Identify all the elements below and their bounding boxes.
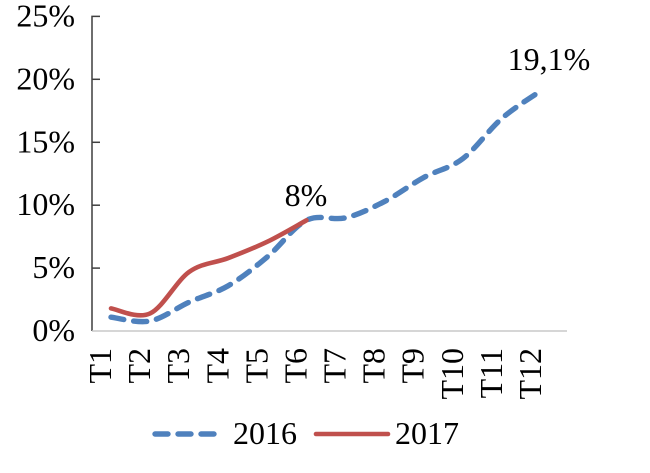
svg-text:T8: T8 xyxy=(356,348,392,384)
svg-text:20%: 20% xyxy=(16,60,75,96)
svg-text:T11: T11 xyxy=(473,348,509,398)
svg-text:25%: 25% xyxy=(16,0,75,33)
svg-text:2017: 2017 xyxy=(395,415,459,451)
svg-text:5%: 5% xyxy=(32,249,75,285)
svg-text:0%: 0% xyxy=(32,312,75,348)
svg-text:2016: 2016 xyxy=(233,415,297,451)
svg-text:T3: T3 xyxy=(160,348,196,384)
svg-text:10%: 10% xyxy=(16,186,75,222)
svg-text:T6: T6 xyxy=(278,348,314,384)
svg-text:T7: T7 xyxy=(317,348,353,384)
svg-text:T1: T1 xyxy=(82,348,118,384)
svg-text:T4: T4 xyxy=(199,348,235,384)
svg-text:T5: T5 xyxy=(238,348,274,384)
svg-text:19,1%: 19,1% xyxy=(508,41,591,77)
svg-text:T2: T2 xyxy=(121,348,157,384)
svg-text:8%: 8% xyxy=(285,177,328,213)
svg-text:T12: T12 xyxy=(512,348,548,400)
svg-text:15%: 15% xyxy=(16,123,75,159)
svg-text:T10: T10 xyxy=(434,348,470,400)
svg-text:T9: T9 xyxy=(395,348,431,384)
